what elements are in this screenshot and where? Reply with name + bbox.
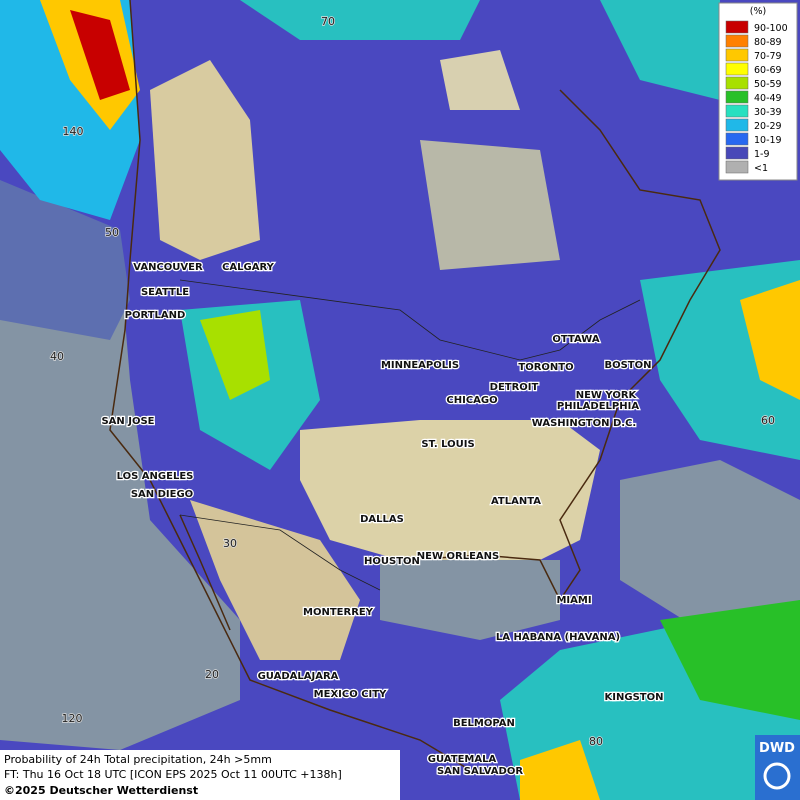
- city-label: PORTLAND: [125, 310, 186, 321]
- city-label: GUADALAJARA: [258, 671, 339, 682]
- border: [179, 279, 641, 591]
- footer-line: FT: Thu 16 Oct 18 UTC [ICON EPS 2025 Oct…: [4, 768, 342, 781]
- legend-label: 50-59: [754, 79, 782, 90]
- city-label: BOSTON: [604, 360, 651, 371]
- legend-label: 90-100: [754, 23, 788, 34]
- logo-icon: [763, 762, 791, 790]
- legend-swatch: [725, 20, 749, 34]
- city-label: OTTAWA: [552, 334, 599, 345]
- west-high: [200, 310, 270, 400]
- city-label: NEW YORK: [576, 390, 638, 401]
- graticule-label: 70: [321, 15, 335, 28]
- city-label: DETROIT: [490, 382, 539, 393]
- city-label: SAN DIEGO: [131, 489, 193, 500]
- city-label: MIAMI: [556, 595, 591, 606]
- footer-box: [0, 750, 400, 800]
- legend-label: 40-49: [754, 93, 782, 104]
- pacific-light: [0, 180, 130, 340]
- city-label: LA HABANA (HAVANA): [496, 632, 620, 643]
- city-label: LOS ANGELES: [117, 471, 194, 482]
- legend-title: (%): [750, 6, 766, 17]
- city-label: ATLANTA: [491, 496, 541, 507]
- arctic-wet: [240, 0, 480, 40]
- legend: (%) 90-100 80-89 70-79 60-69 50-59 40-49 30-39…: [718, 2, 798, 181]
- city-label: PHILADELPHIA: [557, 401, 639, 412]
- city-label: SAN SALVADOR: [437, 766, 523, 777]
- city-label: CALGARY: [222, 262, 275, 273]
- legend-label: 1-9: [754, 149, 770, 160]
- city-label: MEXICO CITY: [314, 689, 387, 700]
- graticule-label: 60: [761, 414, 775, 427]
- mexico-dry: [190, 500, 360, 660]
- footer: Probability of 24h Total precipitation, …: [0, 750, 400, 800]
- legend-label: 60-69: [754, 65, 782, 76]
- city-label: SAN JOSE: [101, 416, 154, 427]
- city-label: HOUSTON: [364, 556, 420, 567]
- labels: VANCOUVER CALGARY SEATTLE PORTLAND MINNEAPOL…: [49, 14, 776, 778]
- atlantic-high: [740, 280, 800, 400]
- legend-swatch: [725, 146, 749, 160]
- graticule-label: 140: [63, 125, 84, 138]
- logo-text: DWD: [759, 741, 795, 756]
- arctic-dry: [440, 50, 520, 110]
- graticule-label: 80: [589, 735, 603, 748]
- city-label: DALLAS: [360, 514, 404, 525]
- city-label: KINGSTON: [605, 692, 664, 703]
- graticule-label: 120: [62, 712, 83, 725]
- legend-swatch: [725, 62, 749, 76]
- gulf-dry: [380, 560, 560, 640]
- caribbean-high: [660, 600, 800, 720]
- rockies-dry: [150, 60, 260, 260]
- graticule-label: 30: [223, 537, 237, 550]
- pacific-dry: [0, 230, 240, 750]
- atlantic-dry: [620, 460, 800, 630]
- footer-line: ©2025 Deutscher Wetterdienst: [4, 784, 198, 797]
- graticule-label: 50: [105, 226, 119, 239]
- legend-label: 70-79: [754, 51, 782, 62]
- legend-swatch: [725, 118, 749, 132]
- central-america-high: [520, 740, 600, 800]
- city-label: TORONTO: [518, 362, 573, 373]
- graticule-label: 20: [205, 668, 219, 681]
- city-label: BELMOPAN: [453, 718, 515, 729]
- city-label: NEW ORLEANS: [417, 551, 499, 562]
- legend-swatch: [725, 48, 749, 62]
- legend-swatch: [725, 160, 749, 174]
- footer-line: Probability of 24h Total precipitation, …: [4, 753, 272, 766]
- city-label: WASHINGTON D.C.: [532, 418, 636, 429]
- coastline: [109, 0, 721, 771]
- legend-label: <1: [754, 163, 768, 174]
- city-label: GUATEMALA: [428, 754, 497, 765]
- pacific-max: [70, 10, 130, 100]
- legend-swatch: [725, 76, 749, 90]
- legend-swatch: [725, 34, 749, 48]
- us-dry: [300, 420, 600, 560]
- city-label: VANCOUVER: [133, 262, 203, 273]
- city-label: MONTERREY: [303, 607, 374, 618]
- graticule-label: 40: [50, 350, 64, 363]
- logo: DWD: [755, 735, 800, 800]
- legend-label: 20-29: [754, 121, 782, 132]
- legend-label: 10-19: [754, 135, 782, 146]
- legend-swatch: [725, 90, 749, 104]
- legend-label: 80-89: [754, 37, 782, 48]
- city-label: SEATTLE: [141, 287, 189, 298]
- legend-swatch: [725, 104, 749, 118]
- hudson-dry: [420, 140, 560, 270]
- city-label: MINNEAPOLIS: [381, 360, 459, 371]
- legend-label: 30-39: [754, 107, 782, 118]
- legend-swatch: [725, 132, 749, 146]
- greenland-wet: [600, 0, 720, 100]
- city-label: ST. LOUIS: [421, 439, 474, 450]
- city-label: CHICAGO: [446, 395, 497, 406]
